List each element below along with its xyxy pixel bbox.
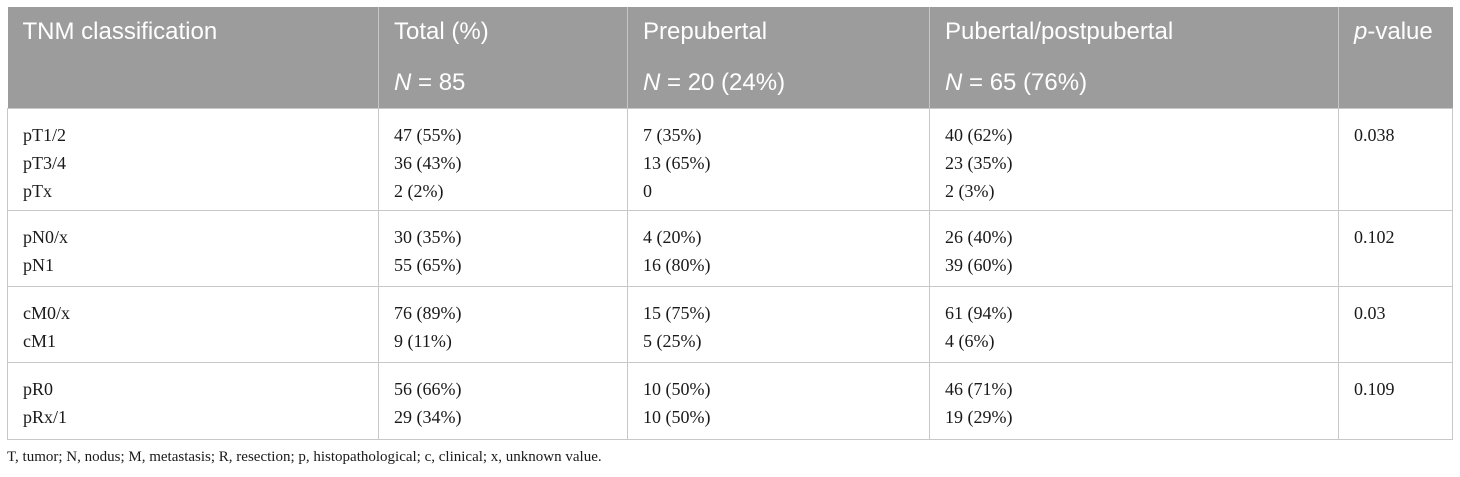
p-value: 0.038 [1354,125,1395,145]
cell-labels: cM0/x cM1 [7,286,379,363]
table-row-r: pR0 pRx/1 56 (66%) 29 (34%) 10 (50%) 10 … [7,362,1453,440]
row-label: pT1/2 [23,125,66,145]
n-symbol: N [394,68,412,96]
cell-value: 10 (50%) [643,379,711,399]
cell-total: 76 (89%) 9 (11%) [378,286,628,363]
cell-p-value: 0.03 [1338,286,1453,363]
n-total-value: = 85 [411,68,466,96]
cell-p-value: 0.038 [1338,108,1453,211]
n-pubertal-value: = 65 (76%) [962,68,1088,96]
header-tnm-classification: TNM classification [7,7,379,57]
table-body: pT1/2 pT3/4 pTx 47 (55%) 36 (43%) 2 (2%)… [7,108,1453,440]
table-row-m: cM0/x cM1 76 (89%) 9 (11%) 15 (75%) 5 (2… [7,286,1453,363]
cell-pubertal: 46 (71%) 19 (29%) [929,362,1339,440]
header-total: Total (%) [378,7,628,57]
table-row-n: pN0/x pN1 30 (35%) 55 (65%) 4 (20%) 16 (… [7,210,1453,287]
p-value: 0.102 [1354,227,1395,247]
cell-value: 76 (89%) [394,303,462,323]
cell-total: 30 (35%) 55 (65%) [378,210,628,287]
cell-total: 47 (55%) 36 (43%) 2 (2%) [378,108,628,211]
header-n-empty-5 [1338,57,1453,109]
cell-value: 15 (75%) [643,303,711,323]
cell-prepubertal: 7 (35%) 13 (65%) 0 [627,108,930,211]
cell-p-value: 0.109 [1338,362,1453,440]
cell-value: 39 (60%) [945,255,1013,275]
cell-pubertal: 40 (62%) 23 (35%) 2 (3%) [929,108,1339,211]
cell-p-value: 0.102 [1338,210,1453,287]
header-n-prepubertal: N = 20 (24%) [627,57,930,109]
cell-value: 19 (29%) [945,407,1013,427]
row-label: pN0/x [23,227,68,247]
n-prepubertal-value: = 20 (24%) [660,68,786,96]
header-n-total: N = 85 [378,57,628,109]
cell-value: 26 (40%) [945,227,1013,247]
header-pubertal: Pubertal/postpubertal [929,7,1339,57]
n-symbol: N [945,68,963,96]
cell-pubertal: 61 (94%) 4 (6%) [929,286,1339,363]
row-label: pN1 [23,255,54,275]
row-label: pT3/4 [23,153,66,173]
header-prepubertal: Prepubertal [627,7,930,57]
header-p-rest: -value [1367,18,1433,45]
cell-labels: pN0/x pN1 [7,210,379,287]
header-row: TNM classification Total (%) Prepubertal… [7,7,1453,57]
cell-value: 47 (55%) [394,125,462,145]
n-symbol: N [643,68,661,96]
header-p-value: p-value [1338,7,1453,57]
cell-total: 56 (66%) 29 (34%) [378,362,628,440]
cell-value: 2 (2%) [394,181,444,201]
table-footnote: T, tumor; N, nodus; M, metastasis; R, re… [7,449,602,465]
cell-value: 9 (11%) [394,331,452,351]
cell-value: 56 (66%) [394,379,462,399]
cell-value: 16 (80%) [643,255,711,275]
cell-value: 10 (50%) [643,407,711,427]
cell-prepubertal: 15 (75%) 5 (25%) [627,286,930,363]
cell-value: 23 (35%) [945,153,1013,173]
cell-value: 30 (35%) [394,227,462,247]
header-p-italic: p [1354,18,1368,45]
row-label: pR0 [23,379,54,399]
cell-value: 4 (20%) [643,227,702,247]
row-label: cM1 [23,331,56,351]
cell-value: 5 (25%) [643,331,702,351]
p-value: 0.03 [1354,303,1386,323]
row-label: cM0/x [23,303,70,323]
table-row-t: pT1/2 pT3/4 pTx 47 (55%) 36 (43%) 2 (2%)… [7,108,1453,211]
cell-prepubertal: 4 (20%) 16 (80%) [627,210,930,287]
header-n-row: N = 85 N = 20 (24%) N = 65 (76%) [7,57,1453,109]
cell-value: 36 (43%) [394,153,462,173]
cell-prepubertal: 10 (50%) 10 (50%) [627,362,930,440]
header-n-empty-1 [7,57,379,109]
cell-value: 55 (65%) [394,255,462,275]
cell-value: 61 (94%) [945,303,1013,323]
table-header: TNM classification Total (%) Prepubertal… [7,7,1453,109]
cell-value: 4 (6%) [945,331,995,351]
cell-value: 40 (62%) [945,125,1013,145]
row-label: pTx [23,181,52,201]
cell-labels: pT1/2 pT3/4 pTx [7,108,379,211]
cell-value: 2 (3%) [945,181,995,201]
cell-labels: pR0 pRx/1 [7,362,379,440]
cell-value: 0 [643,181,652,201]
row-label: pRx/1 [23,407,68,427]
cell-value: 46 (71%) [945,379,1013,399]
cell-value: 13 (65%) [643,153,711,173]
cell-value: 29 (34%) [394,407,462,427]
header-n-pubertal: N = 65 (76%) [929,57,1339,109]
cell-pubertal: 26 (40%) 39 (60%) [929,210,1339,287]
p-value: 0.109 [1354,379,1395,399]
tnm-table: TNM classification Total (%) Prepubertal… [7,7,1453,440]
cell-value: 7 (35%) [643,125,702,145]
